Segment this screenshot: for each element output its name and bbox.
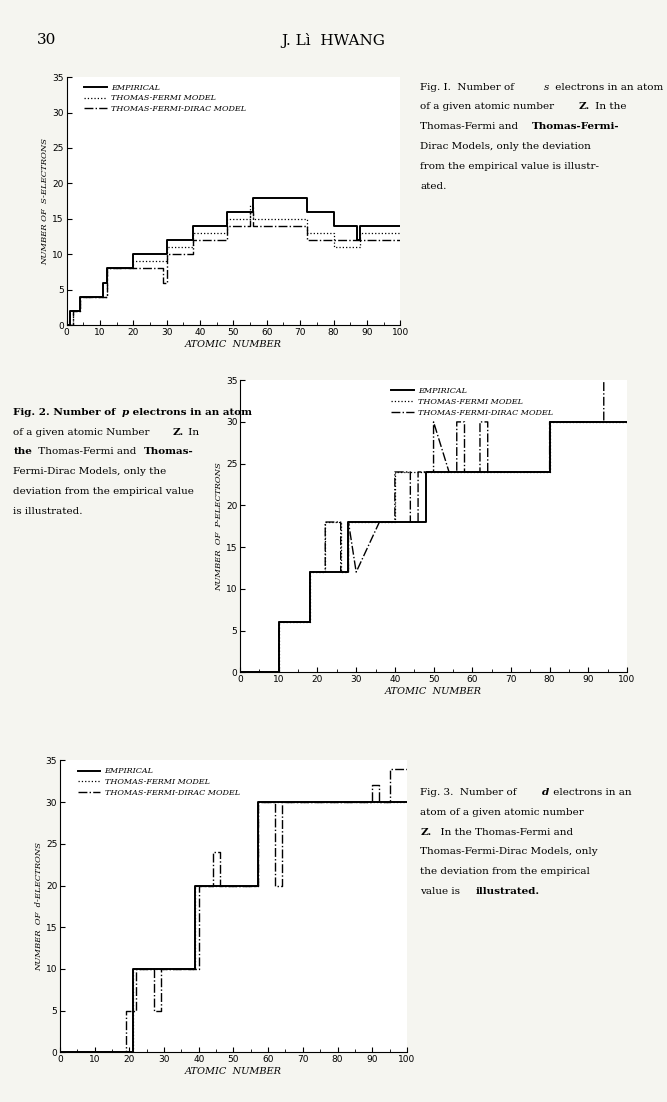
Text: Thomas-: Thomas- <box>143 447 193 456</box>
Text: Z.: Z. <box>579 102 590 111</box>
Text: Z.: Z. <box>420 828 432 836</box>
Text: atom of a given atomic number: atom of a given atomic number <box>420 808 584 817</box>
Text: 30: 30 <box>37 33 56 47</box>
Legend: EMPIRICAL, THOMAS-FERMI MODEL, THOMAS-FERMI-DIRAC MODEL: EMPIRICAL, THOMAS-FERMI MODEL, THOMAS-FE… <box>84 84 245 114</box>
Text: In: In <box>185 428 199 436</box>
Text: is illustrated.: is illustrated. <box>13 507 83 516</box>
Text: Fermi-Dirac Models, only the: Fermi-Dirac Models, only the <box>13 467 167 476</box>
X-axis label: ATOMIC  NUMBER: ATOMIC NUMBER <box>185 1067 282 1076</box>
Text: J. Lì  HWANG: J. Lì HWANG <box>281 33 386 48</box>
Y-axis label: NUMBER  OF  P-ELECTRONS: NUMBER OF P-ELECTRONS <box>215 462 223 591</box>
Text: of a given atomic Number: of a given atomic Number <box>13 428 153 436</box>
Text: the deviation from the empirical: the deviation from the empirical <box>420 867 590 876</box>
Text: value is: value is <box>420 887 467 896</box>
Y-axis label: NUMBER OF  S-ELECTRONS: NUMBER OF S-ELECTRONS <box>41 138 49 264</box>
Text: Thomas-Fermi and: Thomas-Fermi and <box>35 447 140 456</box>
Text: ated.: ated. <box>420 182 447 191</box>
Text: Z.: Z. <box>172 428 183 436</box>
Text: p: p <box>122 408 129 417</box>
Text: Fig. I.  Number of: Fig. I. Number of <box>420 83 518 91</box>
Text: Thomas-Fermi-: Thomas-Fermi- <box>532 122 619 131</box>
Text: deviation from the empirical value: deviation from the empirical value <box>13 487 194 496</box>
Text: Thomas-Fermi and: Thomas-Fermi and <box>420 122 522 131</box>
Text: electrons in an atom: electrons in an atom <box>552 83 664 91</box>
Text: In the: In the <box>592 102 627 111</box>
X-axis label: ATOMIC  NUMBER: ATOMIC NUMBER <box>185 339 282 348</box>
Text: the: the <box>13 447 32 456</box>
Text: electrons in an: electrons in an <box>550 788 632 797</box>
Text: Thomas-Fermi-Dirac Models, only: Thomas-Fermi-Dirac Models, only <box>420 847 598 856</box>
Legend: EMPIRICAL, THOMAS-FERMI MODEL, THOMAS-FERMI-DIRAC MODEL: EMPIRICAL, THOMAS-FERMI MODEL, THOMAS-FE… <box>391 387 553 417</box>
Legend: EMPIRICAL, THOMAS-FERMI MODEL, THOMAS-FERMI-DIRAC MODEL: EMPIRICAL, THOMAS-FERMI MODEL, THOMAS-FE… <box>78 767 239 797</box>
Text: Dirac Models, only the deviation: Dirac Models, only the deviation <box>420 142 591 151</box>
Text: In the Thomas-Fermi and: In the Thomas-Fermi and <box>434 828 573 836</box>
Text: Fig. 2. Number of: Fig. 2. Number of <box>13 408 119 417</box>
Text: from the empirical value is illustr-: from the empirical value is illustr- <box>420 162 599 171</box>
Y-axis label: NUMBER  OF  d-ELECTRONS: NUMBER OF d-ELECTRONS <box>35 842 43 971</box>
Text: illustrated.: illustrated. <box>476 887 540 896</box>
X-axis label: ATOMIC  NUMBER: ATOMIC NUMBER <box>385 687 482 695</box>
Text: of a given atomic number: of a given atomic number <box>420 102 558 111</box>
Text: d: d <box>542 788 550 797</box>
Text: s: s <box>544 83 549 91</box>
Text: electrons in an atom: electrons in an atom <box>129 408 251 417</box>
Text: Fig. 3.  Number of: Fig. 3. Number of <box>420 788 520 797</box>
